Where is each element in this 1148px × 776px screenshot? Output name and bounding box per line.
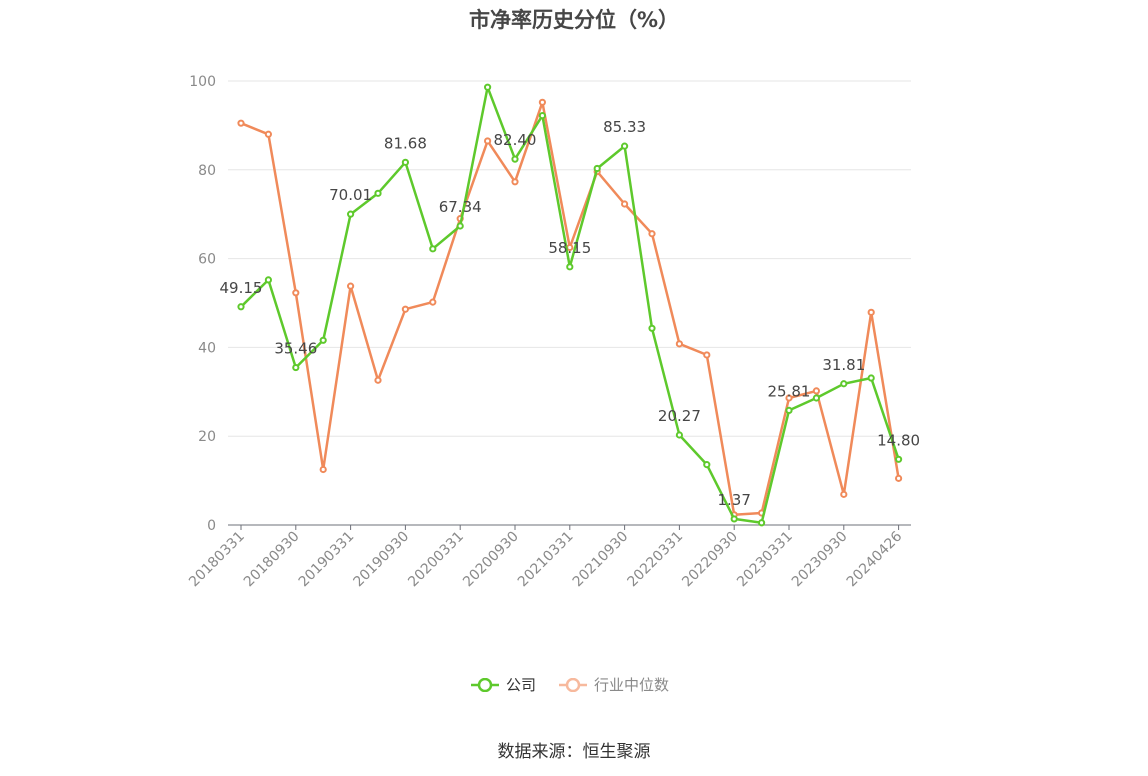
data-label: 35.46 (274, 340, 317, 358)
legend-item-industry-median[interactable]: 行业中位数 (558, 674, 669, 695)
industry-median-point (511, 178, 519, 186)
y-tick-label: 20 (198, 429, 216, 445)
x-tick-label: 20180331 (186, 529, 248, 591)
x-tick-label: 20240426 (844, 528, 906, 590)
x-tick-label: 20200331 (405, 529, 467, 591)
company-line (240, 85, 900, 525)
data-source-note: 数据来源：恒生聚源 (497, 742, 651, 762)
x-tick-label: 20210331 (515, 529, 577, 591)
data-label: 1.37 (717, 491, 750, 509)
company-point (758, 519, 766, 527)
industry-median-point (538, 98, 547, 106)
data-label: 82.40 (494, 131, 537, 149)
company-point (237, 303, 245, 311)
legend-company-line-icon (471, 677, 499, 692)
x-tick-label: 20200930 (460, 529, 522, 591)
industry-median-point (292, 289, 300, 297)
company-point (867, 374, 875, 382)
company-point (292, 363, 300, 372)
industry-median-point (621, 200, 629, 208)
industry-median-point (237, 119, 245, 127)
data-label: 25.81 (768, 382, 811, 400)
company-point (538, 112, 547, 120)
x-tick-label: 20230930 (789, 529, 851, 591)
data-label: 20.27 (658, 407, 701, 425)
legend-item-company[interactable]: 公司 (470, 674, 536, 695)
company-point (374, 189, 382, 197)
data-label: 67.34 (439, 198, 482, 216)
company-point (347, 210, 355, 218)
company-point (785, 406, 793, 415)
data-label: 58.15 (548, 239, 591, 257)
company-point (812, 394, 821, 402)
legend: 公司 行业中位数 (0, 674, 1148, 696)
industry-median-point (401, 305, 409, 313)
industry-median-line (240, 101, 900, 517)
x-tick-label: 20220930 (679, 529, 741, 591)
industry-median-point (429, 298, 437, 306)
legend-label-industry-median: 行业中位数 (594, 676, 670, 694)
data-label: 70.01 (329, 186, 372, 204)
data-label: 31.81 (822, 356, 865, 374)
company-point (840, 380, 848, 388)
chart-title: 市净率历史分位（%） (468, 8, 680, 32)
y-tick-label: 0 (207, 518, 216, 534)
company-point (648, 324, 656, 332)
industry-median-point (703, 351, 711, 359)
y-tick-label: 100 (189, 74, 216, 90)
company-point (401, 158, 409, 166)
x-tick-label: 20180930 (241, 529, 303, 591)
industry-median-point (812, 387, 821, 395)
company-point (456, 222, 464, 230)
data-label: 14.80 (877, 431, 920, 449)
industry-median-point (347, 282, 355, 290)
x-tick-label: 20210930 (570, 529, 632, 591)
company-point (264, 276, 272, 284)
legend-label-company: 公司 (506, 676, 537, 694)
company-point (566, 263, 574, 271)
industry-median-point (840, 490, 848, 498)
x-tick-label: 20230331 (734, 529, 796, 591)
company-point (593, 164, 601, 173)
data-label: 85.33 (603, 118, 646, 136)
company-point (429, 245, 437, 253)
data-label: 81.68 (384, 134, 427, 152)
data-label: 49.15 (220, 279, 263, 297)
company-point (511, 155, 519, 163)
industry-median-point (319, 465, 327, 474)
industry-median-point (867, 308, 875, 316)
company-point (621, 142, 629, 150)
industry-median-point (895, 474, 903, 482)
x-tick-label: 20220331 (625, 529, 687, 591)
industry-median-point (675, 340, 684, 348)
industry-median-point (484, 137, 492, 145)
y-tick-label: 80 (198, 163, 216, 179)
y-tick-label: 40 (198, 340, 216, 356)
company-point (484, 83, 492, 91)
y-tick-label: 60 (198, 252, 216, 268)
company-point (319, 336, 327, 344)
company-point (730, 515, 738, 523)
company-point (675, 431, 684, 439)
legend-industry-line-icon (559, 677, 587, 692)
x-tick-label: 20190930 (351, 529, 413, 591)
company-point (703, 461, 711, 469)
industry-median-point (785, 394, 793, 402)
industry-median-point (374, 376, 382, 384)
industry-median-point (648, 230, 656, 238)
x-tick-label: 20190331 (296, 529, 358, 591)
company-point (895, 455, 903, 463)
industry-median-point (264, 130, 272, 138)
